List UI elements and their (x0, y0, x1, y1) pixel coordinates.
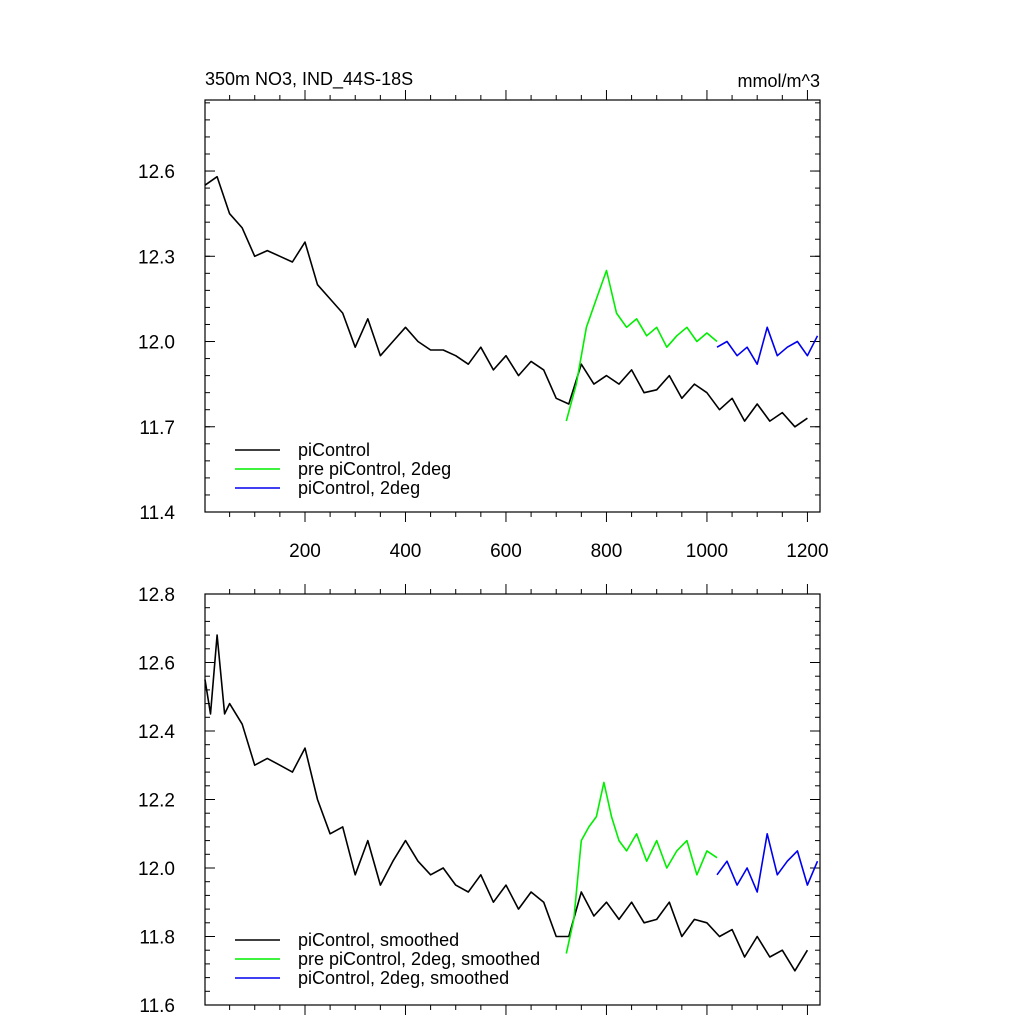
top-chart-panel: 350m NO3, IND_44S-18S mmol/m^3 200 400 600… (138, 69, 829, 562)
legend-label: piControl, 2deg (298, 478, 420, 498)
top-plot-frame (204, 99, 821, 513)
top-chart-title: 350m NO3, IND_44S-18S (205, 69, 413, 90)
y-tick-label: 11.8 (139, 928, 175, 949)
bottom-series-group (204, 634, 819, 972)
x-tick-label: 200 (289, 541, 321, 562)
y-tick-label: 12.6 (138, 654, 175, 675)
legend-label: piControl (298, 440, 370, 460)
y-tick-label: 12.0 (138, 333, 175, 354)
x-tick-label: 1200 (786, 541, 828, 562)
legend-label: pre piControl, 2deg, smoothed (298, 949, 540, 969)
y-tick-label: 12.6 (138, 162, 175, 183)
series-line-pre-picontrol-2deg (565, 269, 718, 422)
y-tick-label: 12.8 (138, 585, 175, 606)
y-tick-label: 11.6 (139, 996, 175, 1017)
top-axis-ticks: 200 400 600 800 1000 1200 11.4 11.7 12.0 12.3 12.6 (138, 90, 829, 562)
y-tick-label: 12.3 (138, 247, 175, 268)
legend-label: piControl, smoothed (298, 930, 459, 950)
x-tick-label: 600 (490, 541, 522, 562)
y-tick-label: 12.0 (138, 859, 175, 880)
x-tick-label: 400 (390, 541, 422, 562)
legend-label: pre piControl, 2deg (298, 459, 451, 479)
x-tick-label: 800 (591, 541, 623, 562)
x-tick-label: 1000 (686, 541, 728, 562)
series-line-pre-picontrol-2deg-smoothed (565, 781, 718, 954)
bottom-axis-ticks: 11.6 11.8 12.0 12.2 12.4 12.6 12.8 (138, 584, 820, 1017)
y-tick-label: 11.4 (139, 503, 175, 524)
y-tick-label: 11.7 (139, 418, 175, 439)
series-line-picontrol-2deg-smoothed (716, 832, 819, 893)
y-tick-label: 12.4 (138, 722, 175, 743)
top-series-group (204, 175, 819, 428)
series-line-picontrol-2deg (716, 326, 819, 366)
legend-label: piControl, 2deg, smoothed (298, 968, 509, 988)
series-line-picontrol (204, 175, 808, 428)
bottom-chart-panel: 11.6 11.8 12.0 12.2 12.4 12.6 12.8 piControl, … (138, 584, 821, 1017)
y-tick-label: 12.2 (138, 791, 175, 812)
top-chart-units: mmol/m^3 (738, 71, 820, 91)
series-line-picontrol-smoothed (204, 634, 809, 972)
